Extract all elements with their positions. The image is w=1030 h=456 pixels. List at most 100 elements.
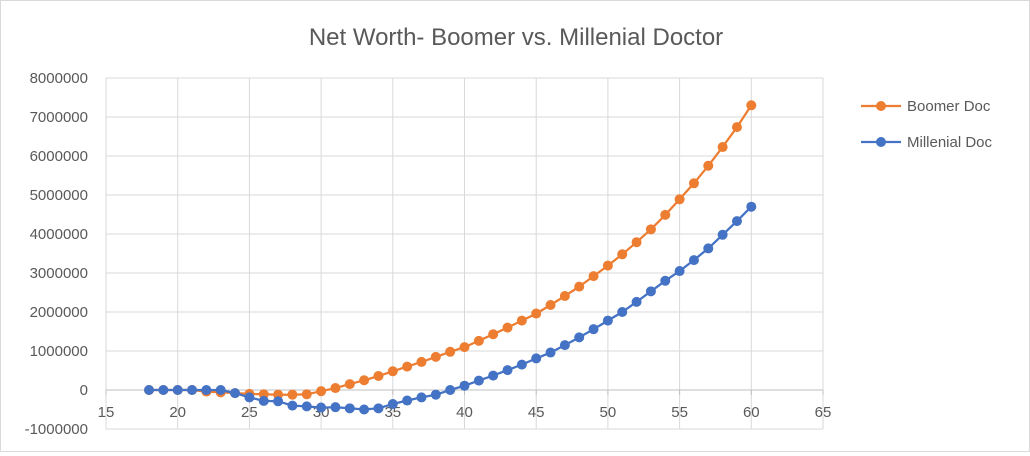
millenial-doc-point[interactable]	[287, 400, 298, 411]
legend-item-boomer-doc[interactable]: Boomer Doc	[861, 98, 991, 115]
millenial-doc-point[interactable]	[430, 389, 441, 400]
boomer-doc-point[interactable]	[674, 194, 685, 205]
x-tick-label: 50	[600, 404, 617, 421]
boomer-doc-point[interactable]	[502, 322, 513, 333]
legend-item-millenial-doc[interactable]: Millenial Doc	[861, 134, 993, 151]
boomer-doc-point[interactable]	[445, 346, 456, 357]
millenial-doc-point[interactable]	[158, 385, 169, 395]
y-tick-label: 4000000	[30, 226, 88, 243]
boomer-doc-point[interactable]	[473, 335, 484, 346]
millenial-doc-point[interactable]	[602, 315, 613, 326]
x-tick-label: 20	[169, 404, 186, 421]
legend-label: Boomer Doc	[907, 98, 991, 115]
boomer-doc-point[interactable]	[301, 389, 312, 400]
boomer-doc-point[interactable]	[387, 366, 398, 377]
millenial-doc-point[interactable]	[703, 243, 714, 254]
millenial-doc-point[interactable]	[531, 353, 542, 364]
boomer-doc-series	[144, 100, 757, 400]
boomer-doc-point[interactable]	[602, 260, 613, 271]
boomer-doc-point[interactable]	[617, 249, 628, 260]
millenial-doc-point[interactable]	[502, 365, 513, 376]
millenial-doc-point[interactable]	[144, 385, 155, 395]
boomer-doc-point[interactable]	[373, 370, 384, 381]
boomer-doc-point[interactable]	[531, 308, 542, 319]
millenial-doc-point[interactable]	[488, 370, 499, 381]
boomer-doc-point[interactable]	[631, 237, 642, 248]
millenial-doc-point[interactable]	[387, 399, 398, 410]
millenial-doc-point[interactable]	[545, 347, 556, 358]
millenial-doc-line	[149, 205, 753, 411]
boomer-doc-point[interactable]	[402, 361, 413, 372]
x-tick-label: 55	[671, 404, 688, 421]
boomer-doc-point[interactable]	[588, 271, 599, 282]
millenial-doc-point[interactable]	[674, 266, 685, 277]
millenial-doc-point[interactable]	[373, 403, 384, 414]
millenial-doc-point[interactable]	[258, 395, 269, 406]
boomer-doc-point[interactable]	[559, 291, 570, 302]
x-tick-label: 65	[815, 404, 832, 421]
y-tick-label: 8000000	[30, 70, 88, 87]
boomer-doc-point[interactable]	[330, 383, 341, 394]
boomer-doc-point[interactable]	[459, 342, 470, 353]
boomer-doc-point[interactable]	[359, 375, 370, 386]
millenial-doc-point[interactable]	[746, 201, 757, 212]
legend-swatch-marker	[876, 101, 886, 111]
boomer-doc-point[interactable]	[516, 315, 527, 326]
boomer-doc-point[interactable]	[430, 351, 441, 362]
boomer-doc-point[interactable]	[645, 224, 656, 235]
axes: -1000000 0 1000000 2000000 3000000 4000000 500…	[25, 70, 832, 438]
boomer-doc-point[interactable]	[344, 379, 355, 390]
millenial-doc-point[interactable]	[273, 396, 284, 407]
millenial-doc-point[interactable]	[172, 385, 183, 395]
millenial-doc-point[interactable]	[344, 403, 355, 414]
boomer-doc-point[interactable]	[688, 178, 699, 189]
boomer-doc-point[interactable]	[717, 142, 728, 153]
legend-label: Millenial Doc	[907, 134, 993, 151]
millenial-doc-point[interactable]	[187, 385, 198, 395]
millenial-doc-point[interactable]	[617, 307, 628, 317]
y-tick-label: 3000000	[30, 265, 88, 282]
millenial-doc-point[interactable]	[516, 359, 527, 370]
legend[interactable]: Boomer Doc Millenial Doc	[861, 98, 993, 151]
millenial-doc-point[interactable]	[215, 385, 226, 395]
boomer-doc-point[interactable]	[574, 281, 585, 292]
millenial-doc-point[interactable]	[445, 385, 456, 395]
y-tick-label: 5000000	[30, 187, 88, 204]
millenial-doc-point[interactable]	[359, 404, 370, 415]
millenial-doc-point[interactable]	[731, 216, 742, 227]
millenial-doc-point[interactable]	[301, 401, 312, 412]
millenial-doc-point[interactable]	[244, 392, 255, 403]
boomer-doc-point[interactable]	[703, 160, 714, 171]
x-tick-label: 15	[98, 404, 115, 421]
millenial-doc-point[interactable]	[316, 402, 327, 413]
boomer-doc-point[interactable]	[316, 386, 327, 397]
y-tick-label: 1000000	[30, 343, 88, 360]
millenial-doc-point[interactable]	[574, 332, 585, 343]
millenial-doc-point[interactable]	[660, 275, 671, 286]
y-tick-label: 7000000	[30, 109, 88, 126]
millenial-doc-point[interactable]	[459, 380, 470, 391]
boomer-doc-point[interactable]	[488, 329, 499, 340]
millenial-doc-point[interactable]	[645, 286, 656, 297]
millenial-doc-point[interactable]	[416, 392, 427, 403]
millenial-doc-point[interactable]	[717, 229, 728, 240]
millenial-doc-point[interactable]	[473, 375, 484, 386]
boomer-doc-point[interactable]	[545, 299, 556, 310]
boomer-doc-point[interactable]	[731, 122, 742, 133]
x-tick-label: 45	[528, 404, 545, 421]
boomer-doc-point[interactable]	[287, 389, 298, 400]
millenial-doc-point[interactable]	[402, 395, 413, 406]
millenial-doc-point[interactable]	[201, 385, 212, 395]
boomer-doc-point[interactable]	[746, 100, 757, 111]
millenial-doc-point[interactable]	[230, 388, 241, 399]
millenial-doc-point[interactable]	[559, 340, 570, 351]
y-tick-label: 2000000	[30, 304, 88, 321]
millenial-doc-point[interactable]	[631, 296, 642, 307]
boomer-doc-point[interactable]	[660, 209, 671, 220]
boomer-doc-point[interactable]	[416, 356, 427, 367]
y-tick-label: 0	[80, 382, 88, 399]
millenial-doc-point[interactable]	[688, 255, 699, 266]
millenial-doc-point[interactable]	[330, 402, 341, 413]
millenial-doc-point[interactable]	[588, 324, 599, 335]
